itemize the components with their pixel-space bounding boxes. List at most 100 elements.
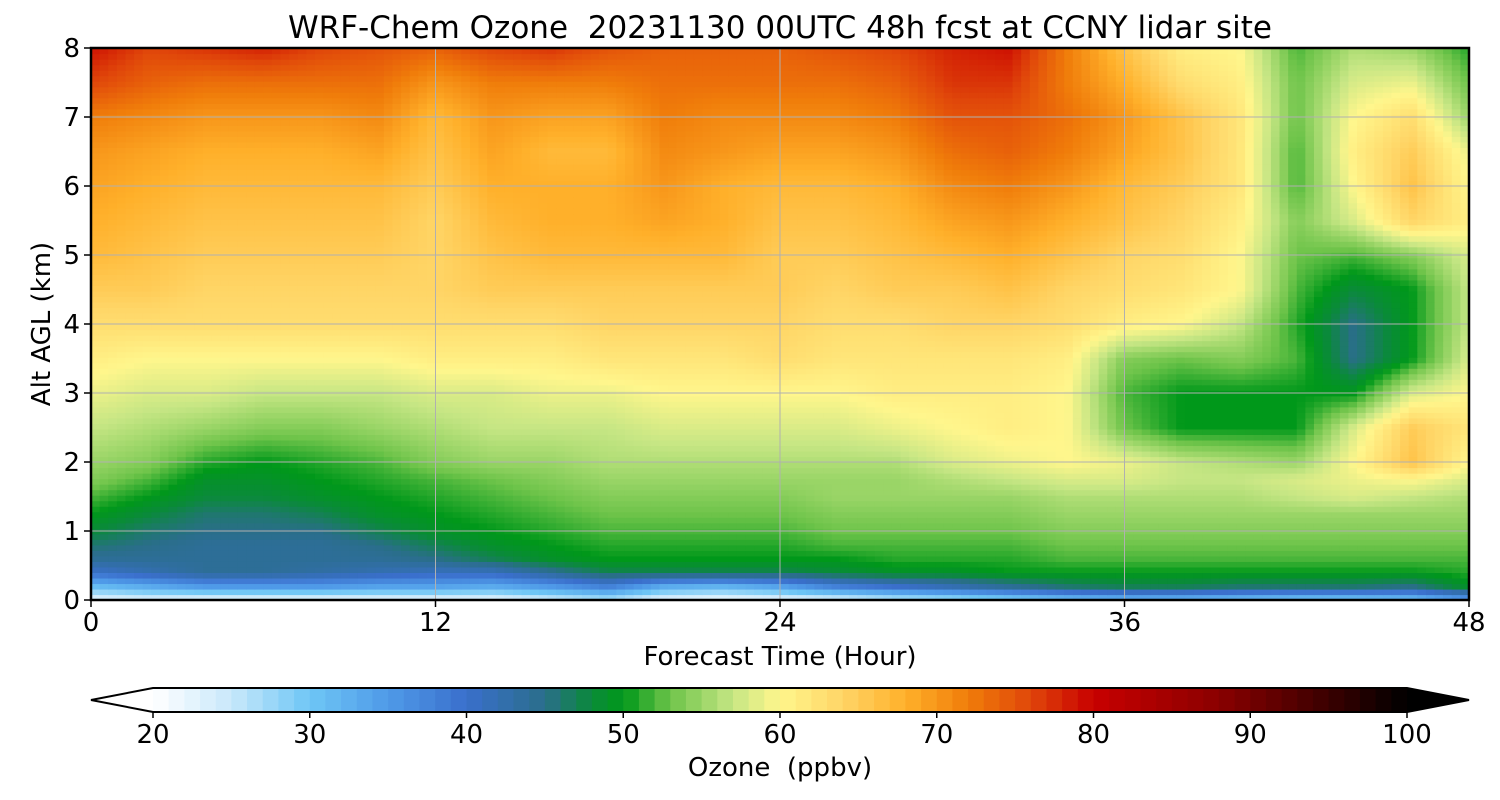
- heat-cell: [995, 467, 1005, 474]
- heat-cell: [866, 544, 876, 551]
- heat-cell: [401, 506, 411, 513]
- heat-cell: [728, 533, 738, 540]
- heat-cell: [1227, 478, 1238, 485]
- heat-cell: [1339, 588, 1350, 596]
- heat-cell: [228, 439, 239, 447]
- heat-cell: [685, 462, 695, 469]
- heat-cell: [289, 533, 299, 540]
- heat-cell: [823, 506, 833, 513]
- heat-cell: [564, 439, 574, 447]
- heat-cell: [1288, 434, 1298, 441]
- heat-cell: [995, 434, 1005, 441]
- heat-cell: [1417, 428, 1427, 435]
- heat-cell: [1012, 517, 1022, 524]
- heat-cell: [659, 500, 669, 507]
- heat-cell: [900, 434, 910, 441]
- heat-cell: [1133, 445, 1143, 452]
- heat-cell: [1443, 588, 1453, 596]
- heat-cell: [168, 550, 178, 557]
- heat-cell: [805, 544, 816, 551]
- heat-cell: [504, 467, 514, 474]
- heat-cell: [995, 577, 1005, 585]
- heat-cell: [1167, 533, 1177, 540]
- heat-cell: [797, 484, 807, 491]
- heat-cell: [513, 489, 523, 496]
- heat-cell: [1408, 583, 1418, 590]
- heat-cell: [1374, 566, 1384, 573]
- heat-cell: [728, 439, 738, 447]
- heat-cell: [1425, 456, 1436, 463]
- heat-cell: [530, 594, 540, 601]
- heat-cell: [366, 517, 376, 524]
- heat-cell: [1296, 445, 1306, 452]
- heat-cell: [426, 550, 437, 557]
- heat-cell: [547, 439, 557, 447]
- heat-cell: [883, 462, 893, 469]
- heat-cell: [926, 594, 936, 601]
- heat-cell: [823, 539, 833, 546]
- heat-cell: [1150, 588, 1160, 596]
- heat-cell: [1313, 495, 1324, 502]
- heat-cell: [1219, 572, 1229, 579]
- heat-cell: [685, 577, 695, 585]
- heat-cell: [581, 456, 592, 463]
- heat-cell: [823, 577, 833, 585]
- heat-cell: [1236, 511, 1246, 518]
- heat-cell: [917, 506, 928, 513]
- heat-cell: [556, 517, 566, 524]
- heat-cell: [797, 550, 807, 557]
- heat-cell: [952, 577, 962, 585]
- heat-cell: [151, 588, 161, 596]
- heat-cell: [581, 583, 592, 590]
- heat-cell: [633, 522, 643, 529]
- heat-cell: [435, 533, 445, 540]
- heat-cell: [935, 539, 945, 546]
- heat-cell: [1348, 478, 1358, 485]
- heat-cell: [1357, 550, 1367, 557]
- heat-cell: [1046, 533, 1057, 540]
- heat-cell: [469, 566, 480, 573]
- heat-cell: [891, 544, 902, 551]
- heat-cell: [693, 583, 704, 590]
- heat-cell: [314, 439, 325, 447]
- heat-cell: [762, 473, 772, 480]
- heat-cell: [1434, 588, 1444, 596]
- heat-cell: [1055, 588, 1065, 596]
- heat-cell: [823, 522, 833, 529]
- heat-cell: [1038, 550, 1048, 557]
- heat-cell: [1038, 456, 1048, 463]
- heat-cell: [952, 473, 962, 480]
- heat-cell: [1176, 484, 1186, 491]
- heat-cell: [1253, 522, 1263, 529]
- heat-cell: [452, 484, 462, 491]
- heat-cell: [780, 445, 790, 452]
- heat-cell: [573, 517, 583, 524]
- heat-cell: [1115, 550, 1126, 557]
- heat-cell: [211, 456, 221, 463]
- heat-cell: [495, 566, 505, 573]
- heat-cell: [1090, 428, 1100, 435]
- heat-cell: [952, 428, 962, 435]
- heat-cell: [1322, 467, 1332, 474]
- heat-cell: [392, 473, 402, 480]
- heat-cell: [978, 533, 988, 540]
- heat-cell: [1391, 462, 1401, 469]
- heat-cell: [633, 428, 643, 435]
- heat-cell: [177, 467, 187, 474]
- heat-cell: [1331, 544, 1341, 551]
- heat-cell: [1236, 456, 1246, 463]
- heat-cell: [383, 428, 394, 435]
- heat-cell: [891, 495, 902, 502]
- heat-cell: [375, 583, 385, 590]
- heat-cell: [332, 484, 342, 491]
- heat-cell: [1176, 594, 1186, 601]
- heat-cell: [452, 473, 462, 480]
- heat-cell: [866, 495, 876, 502]
- heat-cell: [409, 462, 419, 469]
- heat-cell: [168, 506, 178, 513]
- heat-cell: [1357, 555, 1367, 562]
- heat-cell: [797, 500, 807, 507]
- heat-cell: [1434, 434, 1444, 441]
- heat-cell: [805, 572, 816, 579]
- heat-cell: [1270, 478, 1281, 485]
